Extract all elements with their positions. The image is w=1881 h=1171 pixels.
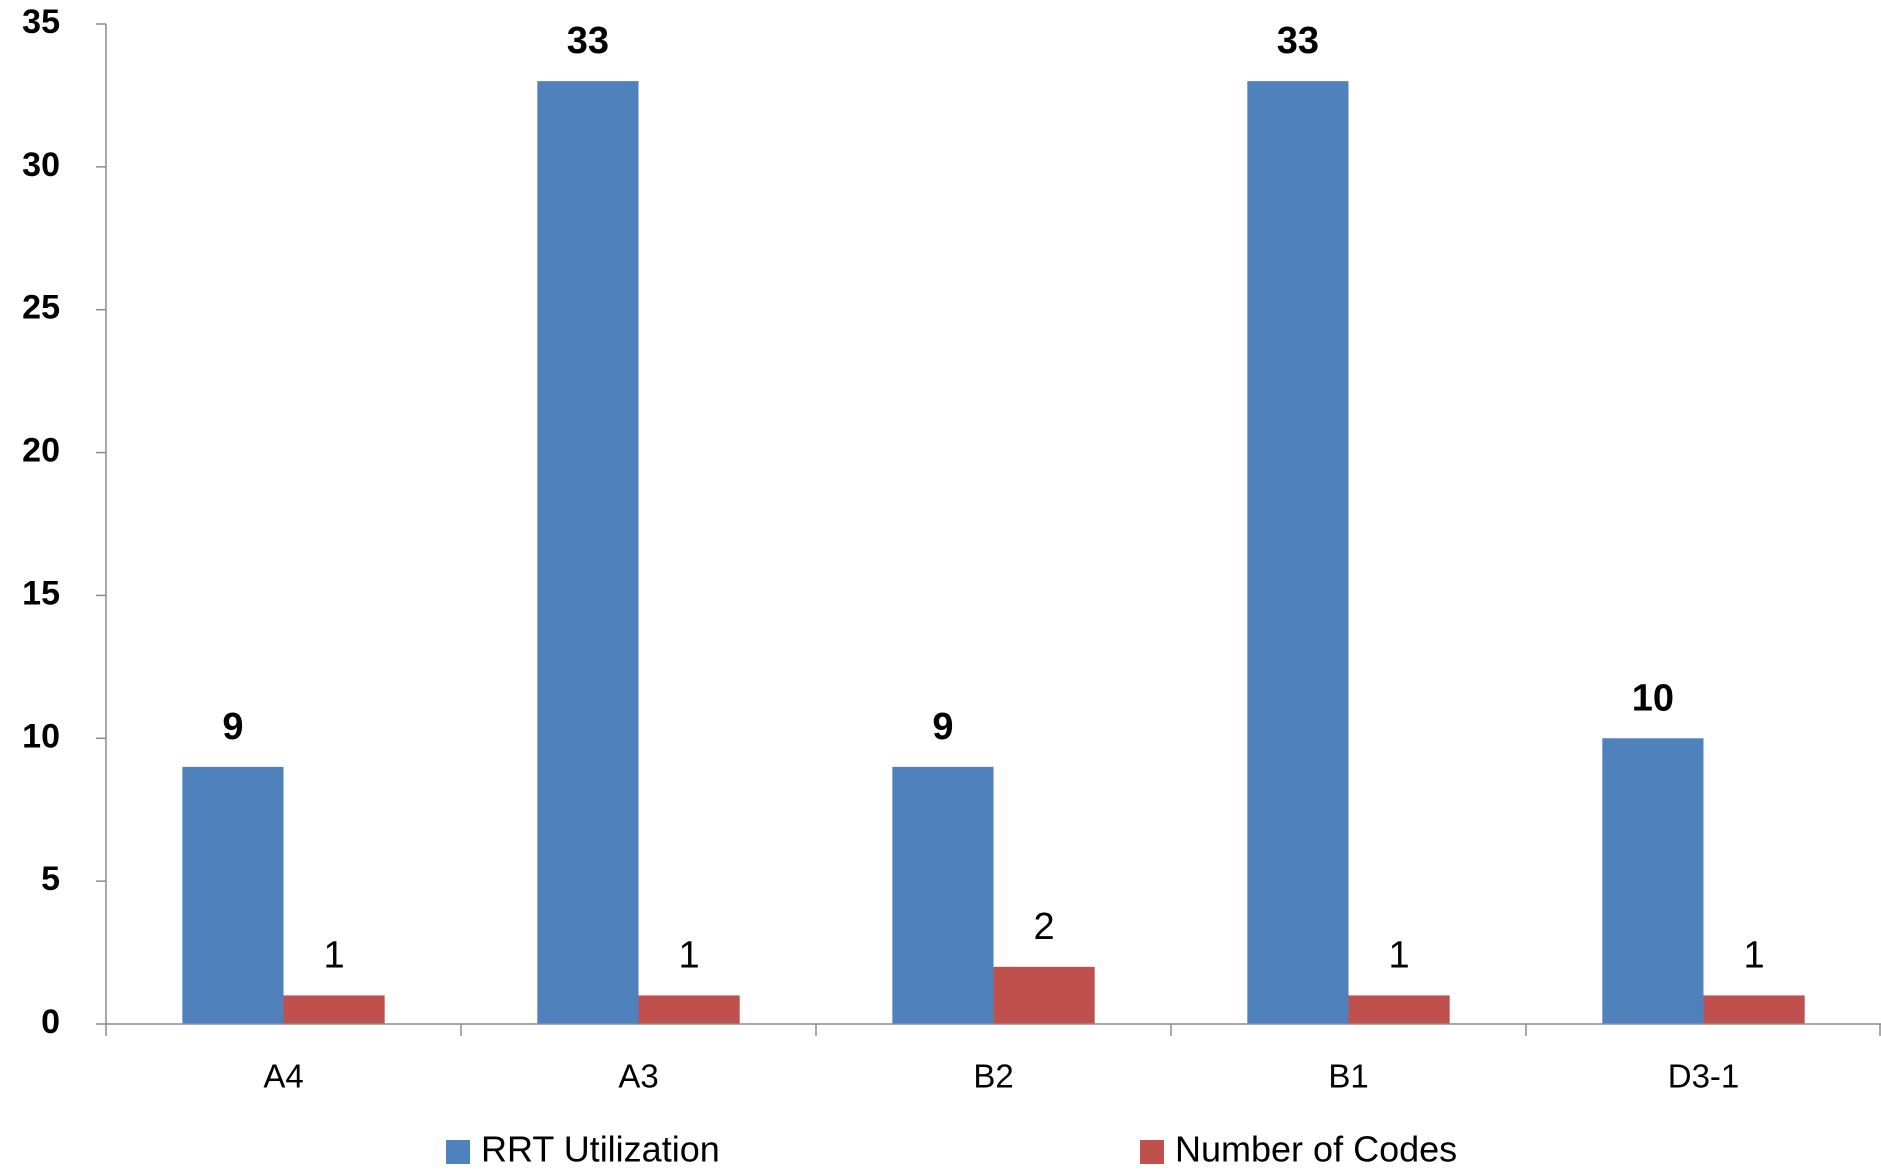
x-tick-label: D3-1	[1668, 1058, 1740, 1095]
y-tick-label: 15	[22, 574, 60, 612]
legend-swatch	[446, 1140, 470, 1164]
legend-label: RRT Utilization	[481, 1129, 720, 1170]
bar	[892, 766, 994, 1024]
y-tick-label: 10	[22, 717, 60, 755]
value-label: 9	[932, 706, 953, 748]
value-label: 1	[1744, 934, 1765, 976]
bar	[1703, 995, 1805, 1024]
x-tick-label: A3	[618, 1058, 658, 1095]
y-tick-label: 5	[41, 860, 60, 898]
legend-swatch	[1140, 1140, 1164, 1164]
value-label: 1	[324, 934, 345, 976]
y-tick-label: 0	[41, 1003, 60, 1041]
x-tick-label: B1	[1328, 1058, 1368, 1095]
x-tick-label: B2	[973, 1058, 1013, 1095]
y-tick-label: 25	[22, 289, 60, 327]
bar	[993, 966, 1095, 1024]
legend-label: Number of Codes	[1175, 1129, 1457, 1170]
value-label: 33	[567, 20, 609, 62]
bar	[182, 766, 284, 1024]
value-label: 33	[1277, 20, 1319, 62]
value-label: 1	[1389, 934, 1410, 976]
y-tick-label: 30	[22, 146, 60, 184]
bar	[283, 995, 385, 1024]
y-tick-label: 35	[22, 3, 60, 41]
bar	[537, 81, 639, 1024]
value-label: 9	[222, 706, 243, 748]
x-tick-label: A4	[263, 1058, 303, 1095]
value-label: 2	[1034, 906, 1055, 948]
bar	[1348, 995, 1450, 1024]
y-tick-label: 20	[22, 432, 60, 470]
value-label: 1	[679, 934, 700, 976]
bar	[638, 995, 740, 1024]
bar	[1247, 81, 1349, 1024]
value-label: 10	[1632, 677, 1674, 719]
bar	[1602, 738, 1704, 1024]
